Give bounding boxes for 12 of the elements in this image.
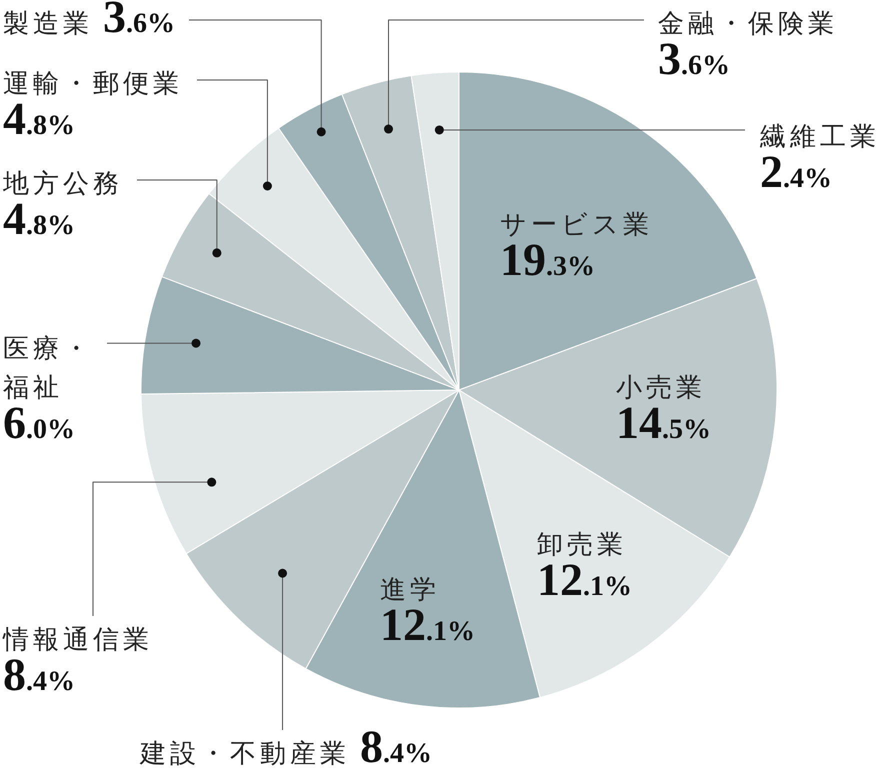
slice-label: 地方公務 4.8% bbox=[3, 168, 123, 244]
slice-label: 運輸・郵便業 4.8% bbox=[3, 68, 183, 144]
slice-label: 小売業 14.5% bbox=[616, 372, 711, 448]
slice-label: 進学 12.1% bbox=[380, 574, 475, 650]
slice-label: 医療・福祉 6.0% bbox=[3, 333, 93, 448]
slice-label: 建設・不動産業 8.4% bbox=[140, 721, 432, 770]
slice-label: 繊維工業 2.4% bbox=[760, 121, 880, 197]
slice-label: サービス業 19.3% bbox=[500, 209, 653, 285]
slice-label: 卸売業 12.1% bbox=[537, 529, 632, 605]
slice-label: 製造業 3.6% bbox=[3, 0, 175, 42]
slice-label: 金融・保険業 3.6% bbox=[658, 8, 838, 84]
slice-label: 情報通信業 8.4% bbox=[3, 624, 153, 700]
